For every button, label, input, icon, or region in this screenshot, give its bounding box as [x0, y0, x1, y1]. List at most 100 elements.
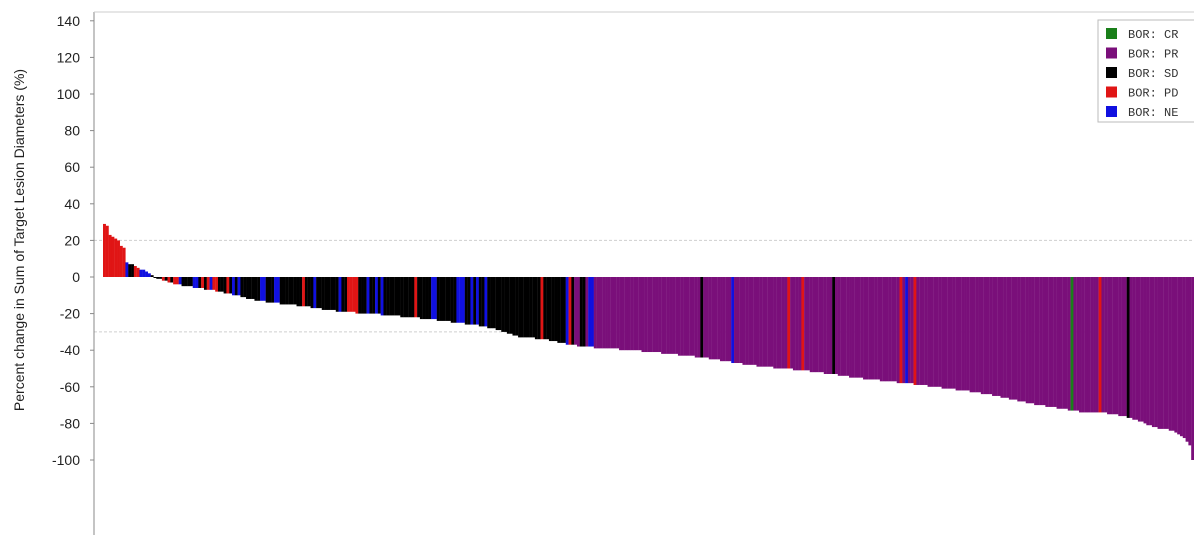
bar-pr [1081, 277, 1085, 413]
bar-pr [1140, 277, 1144, 422]
bar-pd [414, 277, 418, 318]
bar-pr [1048, 277, 1052, 407]
bar-pr [739, 277, 743, 364]
bar-sd [290, 277, 294, 305]
bar-sd [397, 277, 401, 316]
bar-pr [792, 277, 796, 371]
bar-sd [422, 277, 426, 320]
bar-pr [851, 277, 855, 378]
bar-pd [568, 277, 572, 345]
bar-pr [574, 277, 578, 345]
bar-pr [1101, 277, 1105, 413]
bar-pr [910, 277, 914, 384]
bar-pr [627, 277, 631, 351]
bar-pr [633, 277, 637, 351]
bar-pr [1146, 277, 1150, 426]
bar-sd [344, 277, 348, 312]
bar-sd [251, 277, 255, 299]
bar-pr [1039, 277, 1043, 406]
bar-pr [994, 277, 998, 396]
bar-pr [804, 277, 808, 371]
bar-sd [288, 277, 292, 305]
legend: BOR: CR BOR: PR BOR: SD BOR: PD BOR: NE [1097, 19, 1194, 123]
bar-pr [593, 277, 597, 349]
bar-pr [607, 277, 611, 349]
bar-pr [689, 277, 693, 356]
bar-sd [377, 277, 381, 314]
bar-ne [366, 277, 370, 314]
bar-pr [806, 277, 810, 371]
bar-pd [1098, 277, 1102, 413]
bar-pd [111, 236, 115, 277]
bar-sd [408, 277, 412, 318]
bar-pr [837, 277, 841, 376]
bar-sd [217, 277, 221, 292]
bar-pr [969, 277, 973, 393]
bar-sd [554, 277, 558, 342]
bar-pr [1107, 277, 1111, 415]
bar-pr [1168, 277, 1172, 431]
bar-pd [349, 277, 353, 312]
y-tick-label: -20 [60, 306, 80, 322]
bar-pr [955, 277, 959, 391]
bar-sd [506, 277, 510, 334]
bar-ne [565, 277, 569, 345]
bar-pr [854, 277, 858, 378]
bar-sd [293, 277, 297, 305]
bar-pr [613, 277, 617, 349]
y-tick-label: 60 [64, 159, 80, 175]
bar-pr [759, 277, 763, 367]
bar-pr [820, 277, 824, 373]
bar-sd [487, 277, 491, 329]
bar-pr [621, 277, 625, 351]
bar-pr [1185, 277, 1189, 442]
bar-pd [105, 225, 109, 277]
y-axis-ticks: 140 120 100 80 60 40 20 0 -20 -40 -60 -80 -100 [52, 13, 94, 468]
bar-pd [215, 277, 219, 292]
bar-pr [708, 277, 712, 360]
bar-sd [296, 277, 300, 307]
bar-pd [173, 277, 177, 285]
bar-pr [933, 277, 937, 387]
y-tick-label: 100 [57, 86, 81, 102]
bar-pd [226, 277, 230, 294]
bar-pr [944, 277, 948, 389]
bar-sd [170, 277, 174, 283]
bar-ne [338, 277, 342, 312]
bar-pd [206, 277, 210, 290]
legend-swatch-ne [1106, 106, 1117, 117]
bar-pr [1087, 277, 1091, 413]
bar-pr [750, 277, 754, 365]
bar-sd [579, 277, 583, 347]
bar-pr [691, 277, 695, 356]
bar-sd [562, 277, 566, 343]
bar-pr [669, 277, 673, 354]
bar-sd [327, 277, 331, 310]
bar-pr [1006, 277, 1010, 398]
bar-pr [1064, 277, 1068, 409]
bar-pr [1022, 277, 1026, 402]
bar-sd [389, 277, 393, 316]
bar-pr [1163, 277, 1167, 429]
bar-ne [461, 277, 465, 323]
bar-sd [537, 277, 541, 340]
bar-sd [523, 277, 527, 338]
bar-pr [661, 277, 665, 354]
bar-pr [602, 277, 606, 349]
bar-sd [229, 277, 233, 294]
legend-swatch-cr [1106, 28, 1117, 39]
bar-pr [778, 277, 782, 369]
bar-pr [1059, 277, 1063, 409]
bar-sd [330, 277, 334, 310]
bar-ne [588, 277, 592, 347]
bar-sd [358, 277, 362, 314]
bar-pd [787, 277, 791, 369]
bar-sd [279, 277, 283, 305]
bar-pr [694, 277, 698, 358]
bar-pr [893, 277, 897, 382]
bar-sd [518, 277, 522, 338]
bar-sd [369, 277, 373, 314]
bar-pr [1095, 277, 1099, 413]
bar-pr [680, 277, 684, 356]
bar-pr [605, 277, 608, 349]
